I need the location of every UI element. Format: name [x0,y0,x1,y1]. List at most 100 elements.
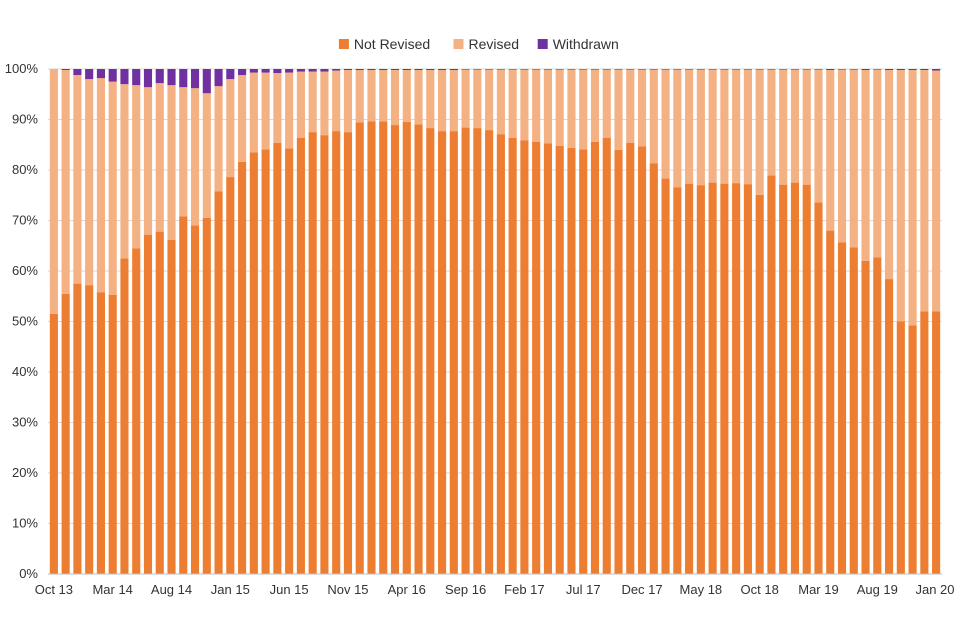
bar-not-revised [85,285,94,574]
bar-not-revised [849,247,858,574]
bar-revised [214,86,223,192]
bar-withdrawn [896,69,905,71]
bar-revised [802,69,811,185]
y-tick-label: 0% [19,566,38,581]
bar-revised [438,70,447,132]
bar-withdrawn [273,69,282,74]
bar-not-revised [461,127,470,574]
bar-revised [120,84,129,259]
bar-not-revised [190,225,200,575]
bar-revised [473,69,482,129]
bar-revised [861,70,870,261]
bar-revised [743,69,752,185]
y-tick-label: 70% [12,213,38,228]
bar-withdrawn [308,69,317,72]
x-tick-label: Aug 19 [857,582,898,597]
bar-not-revised [202,217,211,574]
bar-revised [826,70,835,231]
bar-withdrawn [226,69,235,80]
x-tick-label: Jan 20 [915,582,954,597]
bar-revised [602,69,611,138]
bar-withdrawn [73,69,82,76]
bar-not-revised [720,183,729,574]
bar-withdrawn [355,69,364,71]
bar-revised [661,69,670,179]
bar-revised [755,69,764,195]
legend-item-withdrawn: Withdrawn [537,36,619,52]
bar-not-revised [108,294,117,574]
bar-withdrawn [167,69,176,86]
bar-withdrawn [614,69,623,70]
bar-withdrawn [579,69,588,70]
x-tick-label: Jun 15 [270,582,309,597]
bar-withdrawn [908,69,917,71]
x-tick-label: Mar 14 [92,582,132,597]
bar-not-revised [555,145,564,574]
bar-revised [96,78,105,293]
bar-not-revised [273,142,282,575]
bar-not-revised [732,183,741,574]
x-tick-label: Aug 14 [151,582,192,597]
bar-withdrawn [861,69,870,71]
bar-revised [555,69,564,146]
bar-not-revised [379,121,388,575]
bar-not-revised [767,175,776,574]
bar-not-revised [249,152,258,574]
bar-not-revised [143,234,153,574]
bar-revised [202,93,211,218]
bar-withdrawn [496,69,505,70]
bar-withdrawn [567,69,576,70]
bar-not-revised [520,140,529,574]
x-tick-label: Oct 13 [35,582,73,597]
bar-revised [885,70,894,280]
bar-not-revised [790,182,800,574]
bar-not-revised [61,293,70,574]
bar-withdrawn [261,69,270,73]
bar-not-revised [390,125,400,575]
bar-revised [108,81,117,295]
bar-withdrawn [814,69,823,70]
x-tick-label: Dec 17 [621,582,662,597]
bar-revised [461,69,470,128]
bar-not-revised [826,230,835,574]
y-tick-label: 30% [12,415,38,430]
y-tick-label: 20% [12,465,38,480]
bar-revised [61,70,70,294]
bar-withdrawn [685,69,694,70]
bar-withdrawn [626,69,635,70]
bar-not-revised [661,178,670,574]
bar-revised [449,70,458,132]
bar-not-revised [261,149,270,575]
y-tick-label: 10% [12,516,38,531]
bar-not-revised [885,279,894,574]
bar-not-revised [920,311,929,574]
bar-revised [85,79,94,286]
bar-not-revised [214,191,223,574]
x-tick-label: Jan 15 [211,582,250,597]
bar-revised [532,69,541,142]
y-tick-label: 90% [12,112,38,127]
bar-withdrawn [520,69,529,70]
x-tick-label: Jul 17 [566,582,601,597]
bar-withdrawn [132,69,141,86]
bar-withdrawn [696,69,705,70]
bar-not-revised [485,130,494,575]
bar-withdrawn [602,69,611,70]
legend-label: Withdrawn [553,36,619,52]
bar-withdrawn [85,69,94,80]
bar-withdrawn [885,69,894,71]
bar-revised [238,75,247,162]
bar-revised [779,69,788,185]
bar-not-revised [473,128,482,574]
bar-revised [414,70,423,125]
bar-revised [932,70,941,312]
bar-revised [343,70,353,133]
bar-withdrawn [414,69,423,71]
bar-revised [132,85,141,249]
bar-withdrawn [779,69,788,70]
bar-withdrawn [802,69,811,70]
bar-revised [508,69,517,138]
legend: Not Revised Revised Withdrawn [338,36,619,52]
bar-revised [837,69,847,243]
bar-not-revised [120,258,129,574]
